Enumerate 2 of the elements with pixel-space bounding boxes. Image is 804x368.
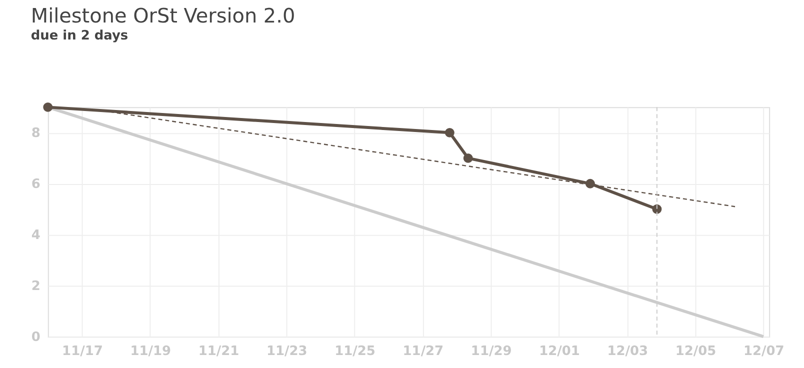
chart-title: Milestone OrSt Version 2.0 (30, 4, 296, 28)
chart-subtitle: due in 2 days (30, 28, 128, 44)
